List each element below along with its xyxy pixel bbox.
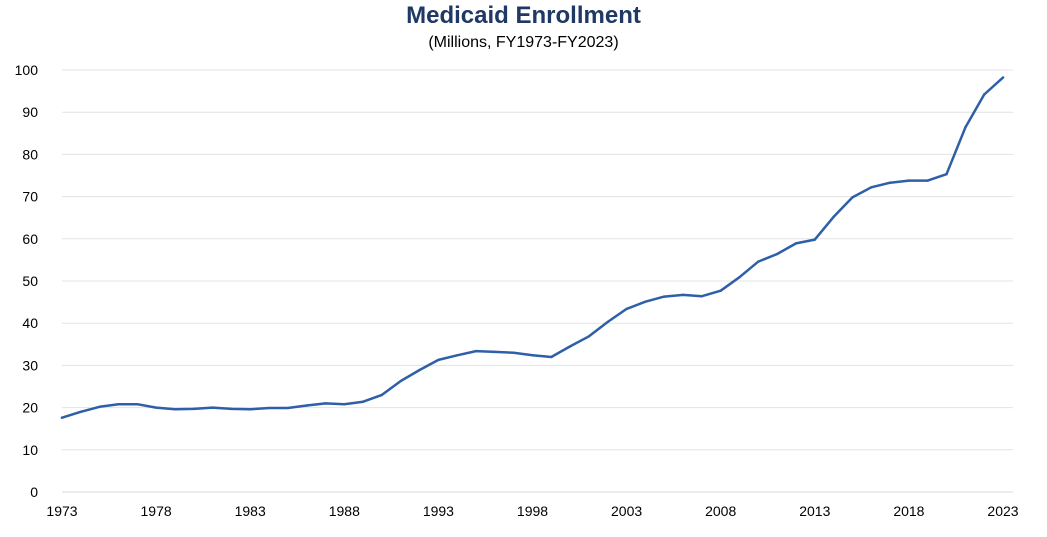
y-tick-label: 50 [22,273,38,289]
data-point [173,408,177,411]
data-point [399,379,402,383]
data-point [681,293,685,297]
data-point [738,276,741,279]
data-point [663,295,666,298]
data-point [719,289,722,292]
data-point [230,407,233,411]
data-point [1001,76,1005,79]
data-point [625,307,628,311]
data-point [493,350,497,354]
data-point [456,354,459,357]
data-point [60,416,64,419]
data-point [343,403,346,406]
x-tick-label: 2018 [893,503,924,519]
y-axis-ticks: 0 10 20 30 40 50 60 70 80 90 100 [15,62,39,500]
y-tick-label: 30 [22,357,38,373]
data-point [249,408,252,411]
y-tick-label: 20 [22,400,38,416]
data-point [267,406,271,410]
x-tick-label: 1993 [423,503,454,519]
data-point [305,404,308,407]
data-point [757,260,760,263]
enrollment-line [60,76,1005,419]
data-point [550,355,553,359]
x-axis-ticks: 1973 1978 1983 1988 1993 1998 2003 2008 2013 2018… [46,503,1018,519]
y-tick-label: 0 [30,484,38,500]
data-point [832,215,835,219]
data-point [851,196,854,199]
x-tick-label: 2013 [799,503,830,519]
y-tick-label: 10 [22,442,38,458]
x-tick-label: 2008 [705,503,736,519]
data-point [870,186,873,189]
data-point [286,406,290,410]
x-tick-label: 1983 [235,503,266,519]
y-tick-label: 40 [22,315,38,331]
gridlines [62,69,1013,451]
data-point [606,320,609,324]
data-point [888,181,892,184]
x-tick-label: 1973 [46,503,77,519]
y-tick-label: 80 [22,146,38,162]
y-tick-label: 90 [22,104,38,120]
data-point [98,405,101,408]
data-point [437,358,440,362]
data-point [418,368,421,372]
y-tick-label: 100 [15,62,39,78]
data-point [775,252,779,256]
y-tick-label: 70 [22,189,38,205]
chart-subtitle: (Millions, FY1973-FY2023) [428,34,619,51]
chart-title: Medicaid Enrollment [406,2,641,29]
x-tick-label: 1988 [329,503,360,519]
data-point [512,351,515,354]
data-point [700,294,704,298]
data-point [211,406,214,409]
data-point [154,406,158,409]
data-point [474,349,478,353]
data-point [117,403,120,406]
data-point [361,400,365,403]
x-tick-label: 1998 [517,503,548,519]
data-point [794,242,798,245]
data-point [926,179,929,182]
y-tick-label: 60 [22,231,38,247]
data-point [813,238,816,241]
data-point [587,335,591,338]
data-point [907,179,911,182]
data-point [964,126,967,129]
data-point [644,300,647,303]
x-tick-label: 2003 [611,503,642,519]
x-tick-label: 2023 [987,503,1018,519]
data-point [380,393,384,397]
data-point [568,345,572,348]
data-point [79,410,83,414]
x-tick-label: 1978 [141,503,172,519]
data-point [531,354,534,357]
data-point [192,407,195,411]
data-point [136,403,139,406]
data-point [324,402,327,405]
plot-area [60,76,1005,419]
data-point [945,173,948,176]
data-point [982,93,986,96]
